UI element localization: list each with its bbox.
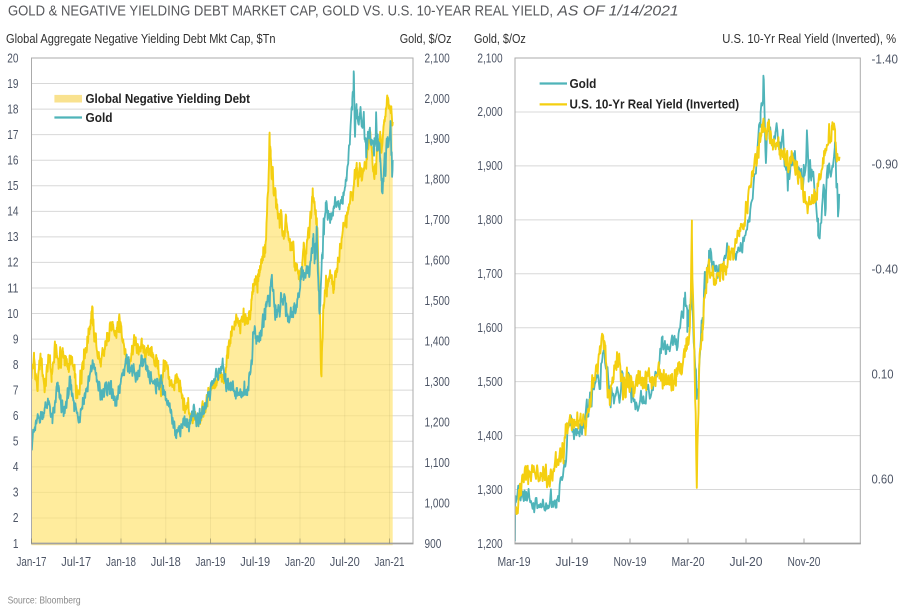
svg-text:10: 10 <box>7 307 18 321</box>
svg-text:900: 900 <box>425 537 442 551</box>
svg-text:0.60: 0.60 <box>872 472 894 486</box>
svg-text:12: 12 <box>7 256 18 270</box>
svg-text:Mar-20: Mar-20 <box>672 555 705 569</box>
svg-text:Gold: Gold <box>570 77 597 91</box>
svg-text:14: 14 <box>7 205 18 219</box>
svg-text:Jul-20: Jul-20 <box>730 555 763 569</box>
svg-text:Gold, $/Oz: Gold, $/Oz <box>474 32 526 46</box>
svg-text:Gold: Gold <box>86 111 113 125</box>
svg-text:1,200: 1,200 <box>425 415 450 429</box>
svg-text:11: 11 <box>7 281 18 295</box>
svg-text:Jan-20: Jan-20 <box>285 555 315 569</box>
svg-text:17: 17 <box>7 128 18 142</box>
svg-text:Nov-20: Nov-20 <box>788 555 821 569</box>
svg-text:1,800: 1,800 <box>425 173 450 187</box>
svg-text:Jan-18: Jan-18 <box>106 555 136 569</box>
svg-text:20: 20 <box>7 51 18 65</box>
svg-text:Nov-19: Nov-19 <box>614 555 647 569</box>
svg-text:2,100: 2,100 <box>477 51 502 65</box>
svg-text:8: 8 <box>13 358 19 372</box>
svg-text:1,900: 1,900 <box>477 159 502 173</box>
svg-text:9: 9 <box>13 332 19 346</box>
svg-text:1,500: 1,500 <box>425 294 450 308</box>
svg-text:15: 15 <box>7 179 18 193</box>
svg-text:AS OF 1/14/2021: AS OF 1/14/2021 <box>556 3 678 20</box>
svg-text:4: 4 <box>13 460 19 474</box>
svg-text:1,900: 1,900 <box>425 132 450 146</box>
svg-text:6: 6 <box>13 409 19 423</box>
svg-text:1,600: 1,600 <box>425 254 450 268</box>
svg-text:2: 2 <box>13 511 19 525</box>
svg-text:1,300: 1,300 <box>425 375 450 389</box>
svg-text:U.S. 10-Yr Real Yield (Inverte: U.S. 10-Yr Real Yield (Inverted), % <box>722 32 896 46</box>
svg-text:13: 13 <box>7 230 18 244</box>
svg-text:Jul-18: Jul-18 <box>151 555 181 569</box>
svg-text:Gold, $/Oz: Gold, $/Oz <box>400 32 452 46</box>
svg-text:2,000: 2,000 <box>477 105 502 119</box>
svg-text:Jan-21: Jan-21 <box>375 555 405 569</box>
svg-text:Global Aggregate Negative Yiel: Global Aggregate Negative Yielding Debt … <box>6 32 276 46</box>
svg-text:2,000: 2,000 <box>425 92 450 106</box>
svg-text:1,600: 1,600 <box>477 321 502 335</box>
svg-text:1,800: 1,800 <box>477 213 502 227</box>
svg-text:1,300: 1,300 <box>477 483 502 497</box>
svg-text:3: 3 <box>13 486 19 500</box>
svg-text:Jul-19: Jul-19 <box>240 555 270 569</box>
svg-text:Jul-17: Jul-17 <box>61 555 91 569</box>
svg-text:-1.40: -1.40 <box>872 52 899 66</box>
svg-text:1,400: 1,400 <box>477 429 502 443</box>
svg-text:1,400: 1,400 <box>425 335 450 349</box>
svg-text:0.10: 0.10 <box>872 367 894 381</box>
svg-text:Jul-19: Jul-19 <box>556 555 589 569</box>
svg-text:-0.90: -0.90 <box>872 157 899 171</box>
svg-text:2,100: 2,100 <box>425 51 450 65</box>
svg-text:1,000: 1,000 <box>425 496 450 510</box>
svg-text:Jul-20: Jul-20 <box>330 555 360 569</box>
svg-text:18: 18 <box>7 102 18 116</box>
svg-text:5: 5 <box>13 435 19 449</box>
svg-text:1: 1 <box>13 537 19 551</box>
svg-text:16: 16 <box>7 154 18 168</box>
svg-text:U.S. 10-Yr Real Yield (Inverte: U.S. 10-Yr Real Yield (Inverted) <box>570 98 740 112</box>
svg-text:1,100: 1,100 <box>425 456 450 470</box>
svg-text:Source: Bloomberg: Source: Bloomberg <box>8 595 81 607</box>
svg-text:Global Negative Yielding Debt: Global Negative Yielding Debt <box>86 92 251 106</box>
svg-text:Mar-19: Mar-19 <box>498 555 531 569</box>
svg-text:1,700: 1,700 <box>425 213 450 227</box>
svg-text:7: 7 <box>13 384 19 398</box>
svg-text:-0.40: -0.40 <box>872 262 899 276</box>
svg-text:GOLD & NEGATIVE YIELDING DEBT: GOLD & NEGATIVE YIELDING DEBT MARKET CAP… <box>8 3 553 20</box>
svg-text:Jan-19: Jan-19 <box>196 555 226 569</box>
svg-text:1,700: 1,700 <box>477 267 502 281</box>
svg-text:1,500: 1,500 <box>477 375 502 389</box>
svg-text:1,200: 1,200 <box>477 537 502 551</box>
svg-text:19: 19 <box>7 77 18 91</box>
svg-text:Jan-17: Jan-17 <box>17 555 47 569</box>
